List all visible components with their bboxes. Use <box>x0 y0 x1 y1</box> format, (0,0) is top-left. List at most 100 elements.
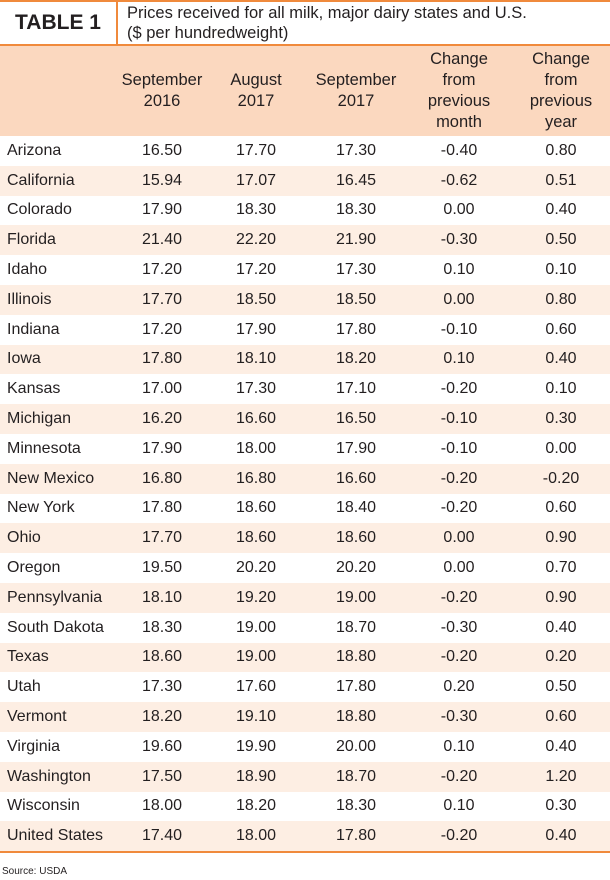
value-cell: 21.90 <box>306 225 406 256</box>
value-cell: 19.60 <box>141 737 183 755</box>
value-cell: 1.20 <box>512 761 610 792</box>
value-cell: 17.10 <box>335 380 377 398</box>
table-body: Arizona 16.50 17.70 17.30 -0.40 0.80 Californi… <box>0 136 610 853</box>
value-cell: 0.10 <box>545 261 577 279</box>
value-cell: 0.00 <box>443 201 475 219</box>
value-cell: 0.10 <box>443 737 475 755</box>
state-cell: Vermont <box>0 702 118 732</box>
value-cell: 17.70 <box>118 284 206 315</box>
table-row: Texas 18.60 19.00 18.80 -0.20 0.20 <box>0 642 610 673</box>
value-cell: 0.10 <box>406 344 512 375</box>
value-cell: 18.00 <box>141 797 183 815</box>
table-row: Kansas 17.00 17.30 17.10 -0.20 0.10 <box>0 374 610 404</box>
value-cell: 21.40 <box>118 225 206 256</box>
value-cell: 18.60 <box>235 499 277 517</box>
header-row: September 2016 August 2017 September 2017 C… <box>0 45 610 136</box>
state-cell: Idaho <box>7 261 48 279</box>
value-cell: -0.20 <box>440 380 478 398</box>
value-cell: -0.30 <box>440 618 478 636</box>
value-cell: -0.20 <box>440 499 478 517</box>
value-cell: 17.70 <box>118 523 206 554</box>
value-cell: 0.40 <box>512 344 610 375</box>
value-cell: 17.20 <box>235 261 277 279</box>
value-cell: 16.80 <box>118 463 206 494</box>
table-row: Florida 21.40 22.20 21.90 -0.30 0.50 <box>0 225 610 256</box>
value-cell: 0.00 <box>545 439 577 457</box>
state-cell: Kansas <box>7 380 61 398</box>
value-cell: 17.20 <box>141 261 183 279</box>
value-cell: 18.30 <box>141 618 183 636</box>
value-cell: 17.80 <box>335 678 377 696</box>
table-row: Washington 17.50 18.90 18.70 -0.20 1.20 <box>0 761 610 792</box>
value-cell: 17.30 <box>335 141 377 159</box>
value-cell: 17.30 <box>335 261 377 279</box>
state-cell: Iowa <box>0 344 118 375</box>
value-cell: 0.60 <box>545 320 577 338</box>
value-cell: -0.40 <box>440 141 478 159</box>
table-row: Michigan 16.20 16.60 16.50 -0.10 0.30 <box>0 404 610 434</box>
value-cell: 18.20 <box>235 797 277 815</box>
value-cell: 17.80 <box>118 344 206 375</box>
value-cell: 0.51 <box>512 165 610 196</box>
value-cell: 20.00 <box>335 737 377 755</box>
state-cell: United States <box>0 821 118 853</box>
value-cell: 17.80 <box>306 821 406 853</box>
value-cell: 17.40 <box>118 821 206 853</box>
table-row: United States 17.40 18.00 17.80 -0.20 0.40 <box>0 821 610 853</box>
value-cell: 17.80 <box>335 320 377 338</box>
value-cell: 16.45 <box>306 165 406 196</box>
table-row: Wisconsin 18.00 18.20 18.30 0.10 0.30 <box>0 792 610 822</box>
value-cell: 18.10 <box>118 582 206 613</box>
value-cell: 0.10 <box>443 261 475 279</box>
value-cell: 0.20 <box>512 642 610 673</box>
value-cell: 18.10 <box>206 344 306 375</box>
state-cell: South Dakota <box>7 618 104 636</box>
state-cell: Michigan <box>0 404 118 434</box>
table-row: Pennsylvania 18.10 19.20 19.00 -0.20 0.90 <box>0 582 610 613</box>
value-cell: 17.20 <box>141 320 183 338</box>
value-cell: 0.70 <box>545 559 577 577</box>
value-cell: 17.07 <box>206 165 306 196</box>
state-cell: New Mexico <box>0 463 118 494</box>
value-cell: 17.70 <box>235 141 277 159</box>
column-header <box>0 45 118 136</box>
value-cell: 18.70 <box>306 761 406 792</box>
value-cell: 18.60 <box>206 523 306 554</box>
value-cell: 0.40 <box>545 737 577 755</box>
value-cell: 17.90 <box>335 439 377 457</box>
value-cell: 17.90 <box>141 439 183 457</box>
table-row: Utah 17.30 17.60 17.80 0.20 0.50 <box>0 672 610 702</box>
state-cell: Indiana <box>7 320 60 338</box>
value-cell: 19.10 <box>206 702 306 732</box>
value-cell: -0.20 <box>406 821 512 853</box>
value-cell: 0.40 <box>545 201 577 219</box>
value-cell: 18.40 <box>335 499 377 517</box>
value-cell: 0.20 <box>443 678 475 696</box>
table-row: Oregon 19.50 20.20 20.20 0.00 0.70 <box>0 553 610 583</box>
table-row: South Dakota 18.30 19.00 18.70 -0.30 0.40 <box>0 613 610 643</box>
table-row: Idaho 17.20 17.20 17.30 0.10 0.10 <box>0 255 610 285</box>
value-cell: 19.50 <box>141 559 183 577</box>
value-cell: 16.50 <box>141 141 183 159</box>
value-cell: 0.90 <box>512 523 610 554</box>
column-header: September 2017 <box>306 45 406 136</box>
table-row: New York 17.80 18.60 18.40 -0.20 0.60 <box>0 494 610 524</box>
state-cell: Washington <box>0 761 118 792</box>
value-cell: 17.50 <box>118 761 206 792</box>
column-header: August 2017 <box>206 45 306 136</box>
value-cell: 0.80 <box>545 141 577 159</box>
value-cell: 17.90 <box>235 320 277 338</box>
value-cell: 0.30 <box>545 797 577 815</box>
value-cell: 18.00 <box>235 439 277 457</box>
table-header: TABLE 1 Prices received for all milk, ma… <box>0 0 610 44</box>
table-row: Minnesota 17.90 18.00 17.90 -0.10 0.00 <box>0 434 610 464</box>
value-cell: 0.10 <box>443 797 475 815</box>
value-cell: 18.80 <box>306 702 406 732</box>
value-cell: 0.60 <box>545 499 577 517</box>
value-cell: -0.62 <box>406 165 512 196</box>
value-cell: -0.10 <box>406 404 512 434</box>
table-row: Virginia 19.60 19.90 20.00 0.10 0.40 <box>0 732 610 762</box>
table-row: Ohio 17.70 18.60 18.60 0.00 0.90 <box>0 523 610 554</box>
value-cell: 17.30 <box>235 380 277 398</box>
